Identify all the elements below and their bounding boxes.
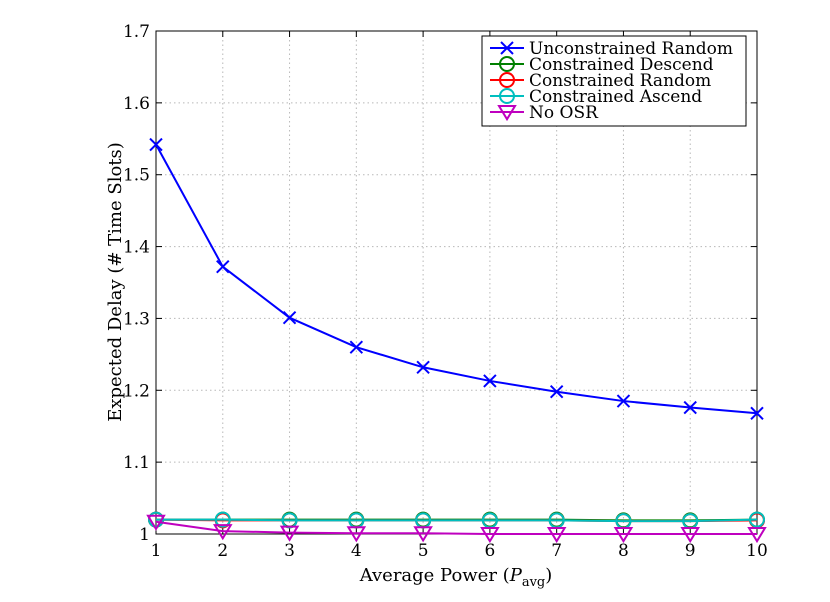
legend-label: Constrained Ascend: [529, 87, 702, 107]
data-point: [546, 527, 567, 544]
x-tick-label: 2: [217, 541, 228, 561]
data-point: [349, 340, 364, 354]
x-marker-stroke: [750, 406, 764, 420]
data-point: [413, 526, 433, 543]
x-marker-stroke: [683, 400, 697, 415]
series-0: [149, 137, 764, 420]
y-tick-label: 1.2: [123, 381, 150, 401]
data-point: [616, 394, 631, 408]
y-tick-label: 1.5: [123, 166, 150, 186]
x-tick-label: 7: [551, 541, 562, 561]
legend-label: Constrained Random: [529, 71, 711, 91]
series-line: [156, 518, 758, 523]
x-tick-label: 9: [685, 541, 696, 561]
series-line: [155, 144, 758, 415]
x-marker-stroke: [149, 137, 163, 152]
x-tick-label: 10: [746, 541, 768, 561]
legend-item: Constrained Random: [490, 71, 711, 91]
x-axis-label: Average Power (Pavg): [359, 565, 553, 590]
data-point: [282, 311, 297, 325]
x-tick-label: 6: [484, 541, 495, 561]
x-marker-stroke: [616, 394, 631, 408]
x-marker-stroke: [416, 360, 430, 374]
x-tick-label: 8: [618, 541, 629, 561]
data-point: [346, 526, 367, 543]
data-point: [146, 514, 166, 531]
y-tick-label: 1.6: [123, 94, 150, 114]
data-point: [148, 511, 164, 528]
data-point: [480, 527, 500, 544]
series-lines: [146, 137, 767, 544]
data-point: [683, 400, 697, 415]
legend-item: Unconstrained Random: [490, 39, 733, 59]
legend-marker: [499, 56, 515, 72]
data-point: [747, 527, 767, 544]
x-marker-stroke: [349, 340, 364, 354]
data-point: [279, 525, 300, 542]
x-tick-label: 4: [351, 541, 362, 561]
x-marker-stroke: [282, 311, 297, 325]
y-tick-label: 1.3: [123, 309, 150, 329]
legend-box: [481, 35, 747, 127]
x-marker-stroke: [549, 385, 564, 399]
data-point: [750, 406, 764, 420]
x-marker-stroke: [500, 41, 514, 55]
x-marker-stroke: [216, 259, 230, 274]
y-tick-label: 1.1: [123, 453, 150, 473]
legend-marker: [499, 72, 515, 88]
legend-label: Unconstrained Random: [529, 39, 733, 59]
x-tick-label: 1: [151, 541, 162, 561]
x-marker-stroke: [483, 374, 497, 388]
legend-item: No OSR: [490, 103, 599, 123]
legend-label: Constrained Descend: [529, 55, 714, 75]
data-point: [613, 527, 634, 544]
data-point: [483, 374, 497, 388]
series-line: [155, 520, 757, 535]
data-point: [213, 524, 233, 541]
data-point: [214, 511, 231, 528]
legend-marker: [500, 41, 514, 55]
x-tick-label: 5: [418, 541, 429, 561]
data-point: [680, 527, 700, 544]
data-point: [149, 137, 163, 152]
y-tick-label: 1: [139, 525, 150, 545]
data-point: [749, 511, 765, 528]
y-tick-label: 1.7: [123, 22, 150, 42]
data-point: [549, 385, 564, 399]
legend-marker: [497, 105, 517, 122]
series-4: [146, 514, 767, 544]
legend-label: No OSR: [529, 103, 599, 123]
legend-item: Constrained Ascend: [490, 87, 702, 107]
data-point: [416, 360, 430, 374]
grid: [156, 31, 757, 534]
x-tick-label: 3: [284, 541, 295, 561]
data-point: [216, 259, 230, 274]
legend-item: Constrained Descend: [490, 55, 714, 75]
legend-marker: [499, 88, 515, 104]
y-axis-label: Expected Delay (# Time Slots): [105, 142, 126, 422]
y-tick-label: 1.4: [123, 238, 150, 258]
